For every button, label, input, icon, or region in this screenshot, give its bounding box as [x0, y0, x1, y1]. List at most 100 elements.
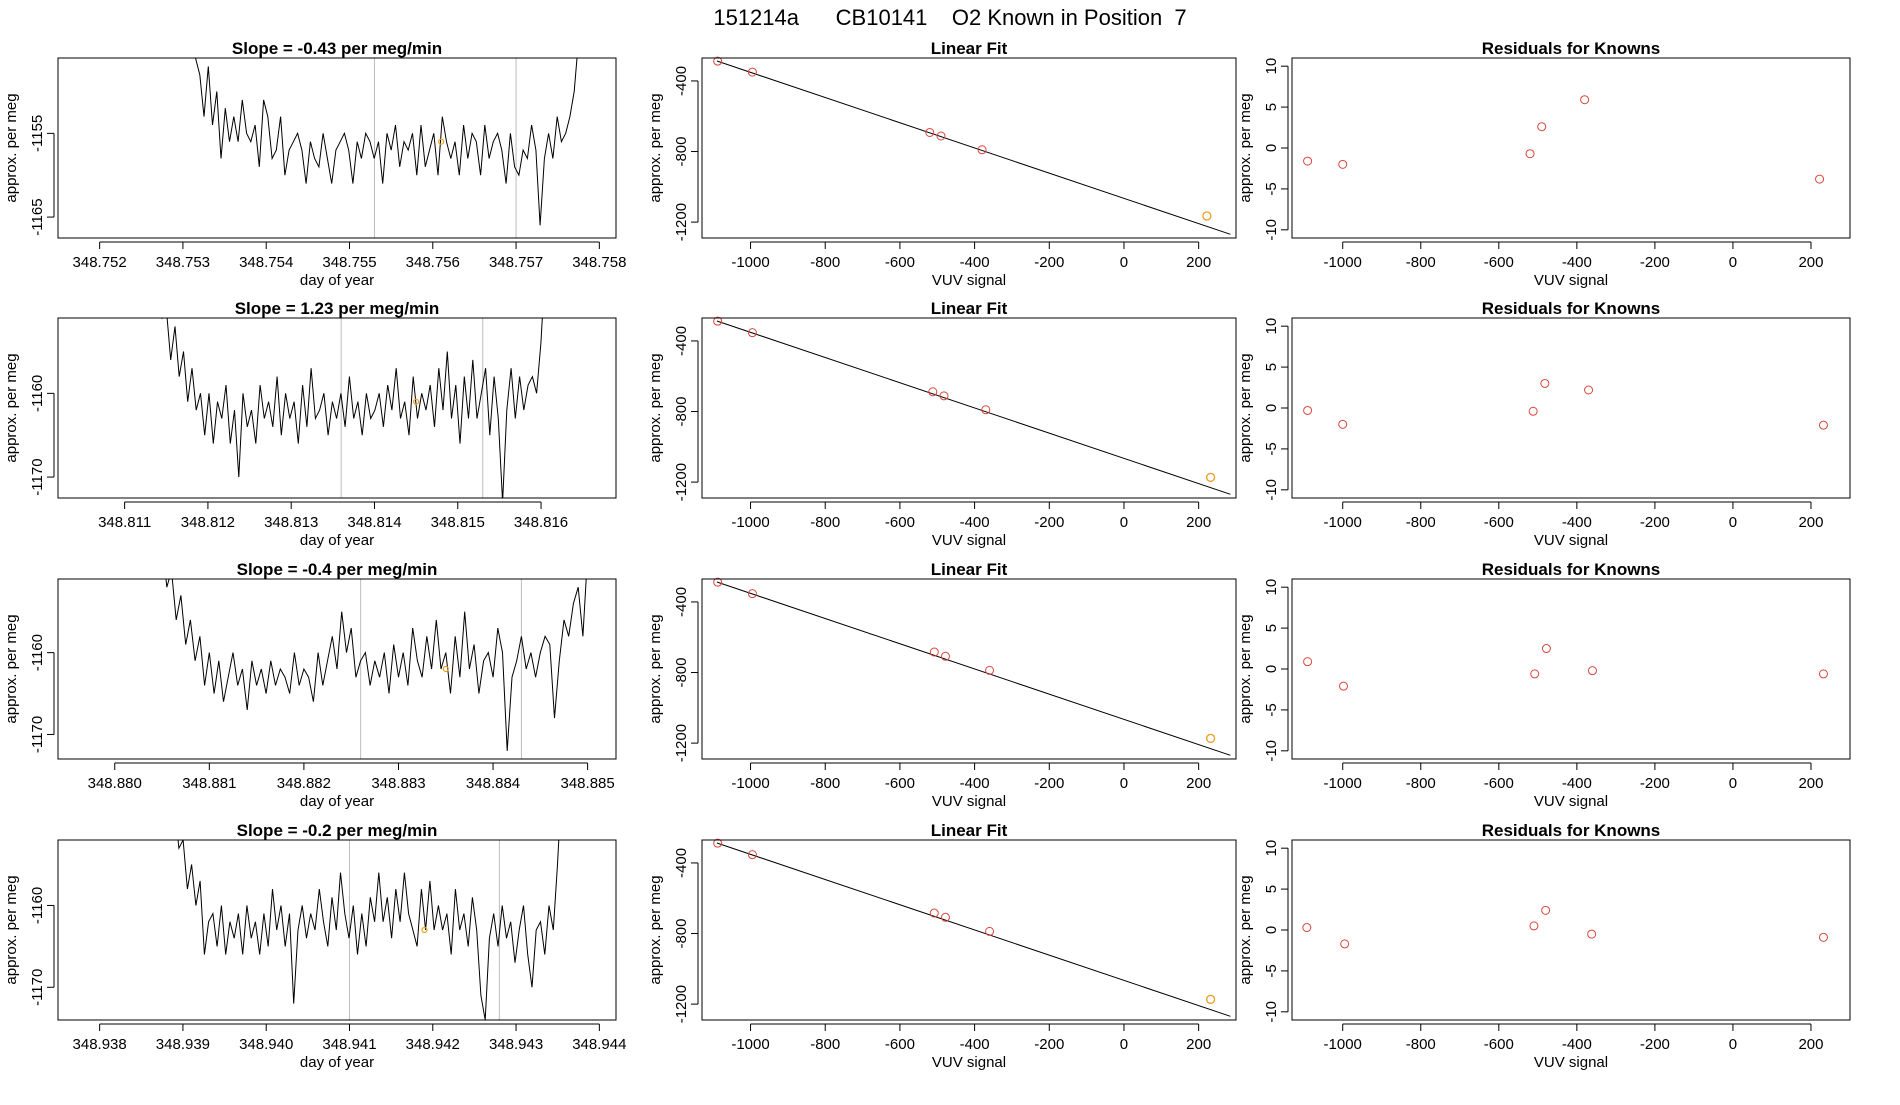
panel-1-1-data-point	[928, 387, 938, 397]
panel-3-1-data-point	[929, 908, 939, 918]
panel-0-1-y-tick-label: -400	[673, 66, 690, 96]
panel-3-2-data-point	[1818, 932, 1828, 942]
panel-2-2-data-point	[1339, 681, 1349, 691]
panel-3-2-data-point	[1587, 929, 1597, 939]
panel-0-0-x-tick-label: 348.754	[239, 254, 293, 271]
panel-0-1-x-tick-label: -1000	[731, 254, 769, 271]
panel-2-2: Residuals for Knowns-1000 -800 -600 -400 -20…	[1237, 560, 1851, 810]
panel-2-2-y-tick-label: -10	[1263, 740, 1280, 762]
panel-3-1-x-tick-label: 0	[1120, 1036, 1128, 1053]
panel-1-0-x-tick-label: 348.813	[264, 514, 318, 531]
panel-2-0-y-tick-label: -1160	[29, 634, 46, 671]
panel-1-2-data-point	[1818, 420, 1828, 430]
panel-0-0-x-tick-label: 348.757	[489, 254, 543, 271]
panel-2-2-data-point	[1303, 657, 1313, 667]
panel-2-1-y-label: approx. per meg	[647, 614, 664, 723]
panel-0-2-y-tick-label: 0	[1263, 144, 1280, 152]
panel-2-0: Slope = -0.4 per meg/min 348.880 348.881 34…	[3, 560, 617, 810]
panel-1-1-y-tick-label: -800	[673, 397, 690, 427]
panel-3-2-x-tick-label: -1000	[1324, 1036, 1362, 1053]
panel-2-2-x-tick-label: 0	[1729, 775, 1737, 792]
panel-1-0-x-tick-label: 348.814	[347, 514, 401, 531]
panel-0-1-frame	[701, 57, 1237, 239]
panel-0-1-data-point	[713, 56, 723, 66]
panel-0-1-data-point	[747, 67, 757, 77]
panel-2-0-x-tick-label: 348.882	[277, 775, 331, 792]
panel-0-1-x-label: VUV signal	[932, 272, 1006, 289]
panel-1-2-x-tick-label: 200	[1798, 514, 1823, 531]
panel-1-1-data-point	[713, 316, 723, 326]
panel-0-0-title: Slope = -0.43 per meg/min	[232, 39, 442, 58]
panel-3-2-data-point	[1529, 921, 1539, 931]
panel-1-2-y-tick-label: -10	[1263, 479, 1280, 501]
panel-1-2-data-point	[1338, 419, 1348, 429]
panel-3-0-title: Slope = -0.2 per meg/min	[237, 821, 438, 840]
panel-2-1: Linear Fit -1000 -800 -600 -400 -200 0 200 VUV s…	[647, 560, 1237, 810]
panel-2-0-x-tick-label: 348.880	[88, 775, 142, 792]
panel-1-2-x-tick-label: -400	[1562, 514, 1592, 531]
panel-3-2: Residuals for Knowns-1000 -800 -600 -400 -20…	[1237, 821, 1851, 1071]
panel-1-0-x-tick-label: 348.815	[431, 514, 485, 531]
panel-2-2-x-tick-label: 200	[1798, 775, 1823, 792]
panel-2-1-x-tick-label: 0	[1120, 775, 1128, 792]
panel-1-0-y-tick-label: -1160	[29, 375, 46, 412]
panel-2-1-data-point	[747, 589, 757, 599]
panel-0-2-data-point	[1580, 95, 1590, 105]
panel-2-2-x-tick-label: -800	[1406, 775, 1436, 792]
panel-3-2-y-tick-label: -10	[1263, 1001, 1280, 1023]
panel-3-2-y-tick-label: 5	[1263, 885, 1280, 893]
panel-3-2-y-tick-label: 0	[1263, 926, 1280, 934]
panel-3-1-data-point	[985, 926, 995, 936]
panel-0-0-x-tick-label: 348.758	[572, 254, 626, 271]
panel-0-2-data-point	[1537, 122, 1547, 132]
panel-3-2-x-tick-label: 0	[1729, 1036, 1737, 1053]
panel-2-0-x-tick-label: 348.883	[371, 775, 425, 792]
panel-2-1-highlight-point	[1206, 733, 1216, 743]
panel-1-1-y-tick-label: -400	[673, 326, 690, 356]
panel-1-1-y-tick-label: -1200	[673, 463, 690, 501]
panel-0-1-x-tick-label: 200	[1186, 254, 1211, 271]
panel-2-2-y-tick-label: 0	[1263, 665, 1280, 673]
panel-0-2-x-tick-label: -1000	[1324, 254, 1362, 271]
panel-2-2-x-tick-label: -600	[1484, 775, 1514, 792]
panel-2-1-x-tick-label: 200	[1186, 775, 1211, 792]
panel-1-2-x-tick-label: -200	[1640, 514, 1670, 531]
panel-1-1-x-tick-label: -600	[885, 514, 915, 531]
panel-2-1-x-tick-label: -200	[1034, 775, 1064, 792]
panel-3-0-trace-line	[177, 840, 560, 1020]
panel-0-0-x-label: day of year	[300, 272, 374, 289]
panel-1-2: Residuals for Knowns-1000 -800 -600 -400 -20…	[1237, 299, 1851, 549]
panel-2-1-y-tick-label: -400	[673, 587, 690, 617]
panel-2-0-x-label: day of year	[300, 793, 374, 810]
panel-2-0-x-tick-label: 348.884	[466, 775, 520, 792]
panel-1-1-x-tick-label: -1000	[731, 514, 769, 531]
panel-2-1-data-point	[713, 577, 723, 587]
panel-2-1-frame	[701, 578, 1237, 760]
panel-0-0-x-tick-label: 348.756	[406, 254, 460, 271]
panel-2-0-title: Slope = -0.4 per meg/min	[237, 560, 438, 579]
panel-0-2-y-label: approx. per meg	[1237, 93, 1254, 202]
panel-1-2-data-point	[1303, 405, 1313, 415]
panel-3-1-x-tick-label: 200	[1186, 1036, 1211, 1053]
panel-2-2-data-point	[1818, 669, 1828, 679]
panel-3-0-y-label: approx. per meg	[3, 875, 20, 984]
panel-0-2-y-tick-label: 10	[1263, 58, 1280, 75]
panel-0-2-frame	[1291, 57, 1851, 239]
panel-0-0-y-tick-label: -1165	[29, 198, 46, 235]
panel-3-2-data-point	[1541, 905, 1551, 915]
panel-3-0-x-tick-label: 348.943	[489, 1036, 543, 1053]
panel-0-1-data-point	[925, 127, 935, 137]
panel-0-2-x-tick-label: -600	[1484, 254, 1514, 271]
panel-0-2-x-tick-label: 0	[1729, 254, 1737, 271]
panel-1-1-data-point	[981, 405, 991, 415]
panel-0-1-x-tick-label: -800	[810, 254, 840, 271]
panel-2-1-fit-line	[716, 581, 1231, 756]
panel-0-1-x-tick-label: -200	[1034, 254, 1064, 271]
panel-3-2-x-tick-label: 200	[1798, 1036, 1823, 1053]
panel-3-0-x-tick-label: 348.938	[73, 1036, 127, 1053]
panel-2-0-x-tick-label: 348.881	[182, 775, 236, 792]
panel-0-0-x-tick-label: 348.752	[73, 254, 127, 271]
panel-2-2-y-label: approx. per meg	[1237, 614, 1254, 723]
panel-3-0-x-tick-label: 348.944	[572, 1036, 626, 1053]
panel-1-1-data-point	[939, 391, 949, 401]
